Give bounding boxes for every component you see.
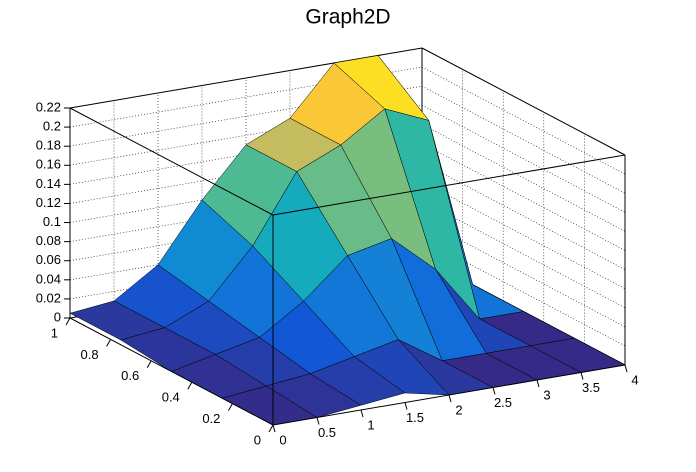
x-tick bbox=[360, 409, 364, 418]
grid-line bbox=[421, 143, 626, 251]
y-tick-label: 0.4 bbox=[162, 390, 180, 405]
y-tick-label: 0.8 bbox=[81, 347, 99, 362]
x-tick-label: 2 bbox=[455, 402, 462, 417]
grid-line bbox=[421, 238, 626, 347]
z-tick-label: 0.22 bbox=[36, 99, 61, 114]
y-tick-label: 0.2 bbox=[202, 411, 220, 426]
z-tick-label: 0.14 bbox=[36, 176, 61, 191]
grid-line bbox=[421, 219, 626, 328]
x-tick bbox=[404, 402, 408, 410]
z-tick-label: 0.06 bbox=[36, 252, 61, 267]
z-tick-label: 0.08 bbox=[36, 233, 61, 248]
x-tick-label: 4 bbox=[631, 372, 638, 387]
y-tick bbox=[268, 424, 274, 433]
y-tick bbox=[146, 360, 152, 369]
grid-line bbox=[421, 85, 626, 194]
y-tick bbox=[187, 381, 193, 390]
x-tick-label: 0.5 bbox=[318, 425, 336, 440]
z-tick-label: 0.1 bbox=[43, 214, 61, 229]
box-edge bbox=[272, 154, 626, 216]
grid-line bbox=[421, 105, 626, 213]
chart-title: Graph2D bbox=[305, 6, 390, 29]
z-tick-label: 0.04 bbox=[36, 271, 61, 286]
x-tick bbox=[448, 394, 452, 403]
x-tick-label: 2.5 bbox=[494, 395, 512, 410]
grid-line bbox=[421, 162, 626, 270]
x-tick bbox=[492, 387, 496, 395]
x-tick-label: 1.5 bbox=[406, 410, 424, 425]
y-tick bbox=[227, 403, 233, 411]
z-tick-label: 0.16 bbox=[36, 157, 61, 172]
y-tick bbox=[106, 339, 112, 347]
x-tick-label: 1 bbox=[367, 417, 374, 432]
box-edge bbox=[421, 47, 626, 156]
x-tick bbox=[316, 417, 320, 425]
x-tick bbox=[624, 364, 628, 373]
grid-line bbox=[421, 200, 626, 308]
z-tick-label: 0.18 bbox=[36, 138, 61, 153]
x-tick-label: 3 bbox=[543, 387, 550, 402]
y-tick-label: 1 bbox=[51, 325, 58, 340]
grid-line bbox=[421, 181, 626, 289]
x-tick bbox=[580, 372, 584, 380]
x-tick bbox=[536, 379, 540, 388]
y-tick bbox=[65, 317, 71, 326]
z-tick-label: 0.2 bbox=[43, 119, 61, 134]
x-tick-label: 3.5 bbox=[582, 380, 600, 395]
y-tick-label: 0 bbox=[254, 432, 261, 447]
z-tick-label: 0 bbox=[54, 309, 61, 324]
grid-line bbox=[421, 66, 626, 175]
x-tick bbox=[272, 424, 276, 433]
x-tick-label: 0 bbox=[279, 432, 286, 447]
z-tick-label: 0.02 bbox=[36, 290, 61, 305]
y-tick-label: 0.6 bbox=[121, 368, 139, 383]
box-edge bbox=[69, 317, 274, 426]
z-tick-label: 0.12 bbox=[36, 195, 61, 210]
box-edge bbox=[69, 107, 274, 216]
grid-line bbox=[421, 124, 626, 232]
